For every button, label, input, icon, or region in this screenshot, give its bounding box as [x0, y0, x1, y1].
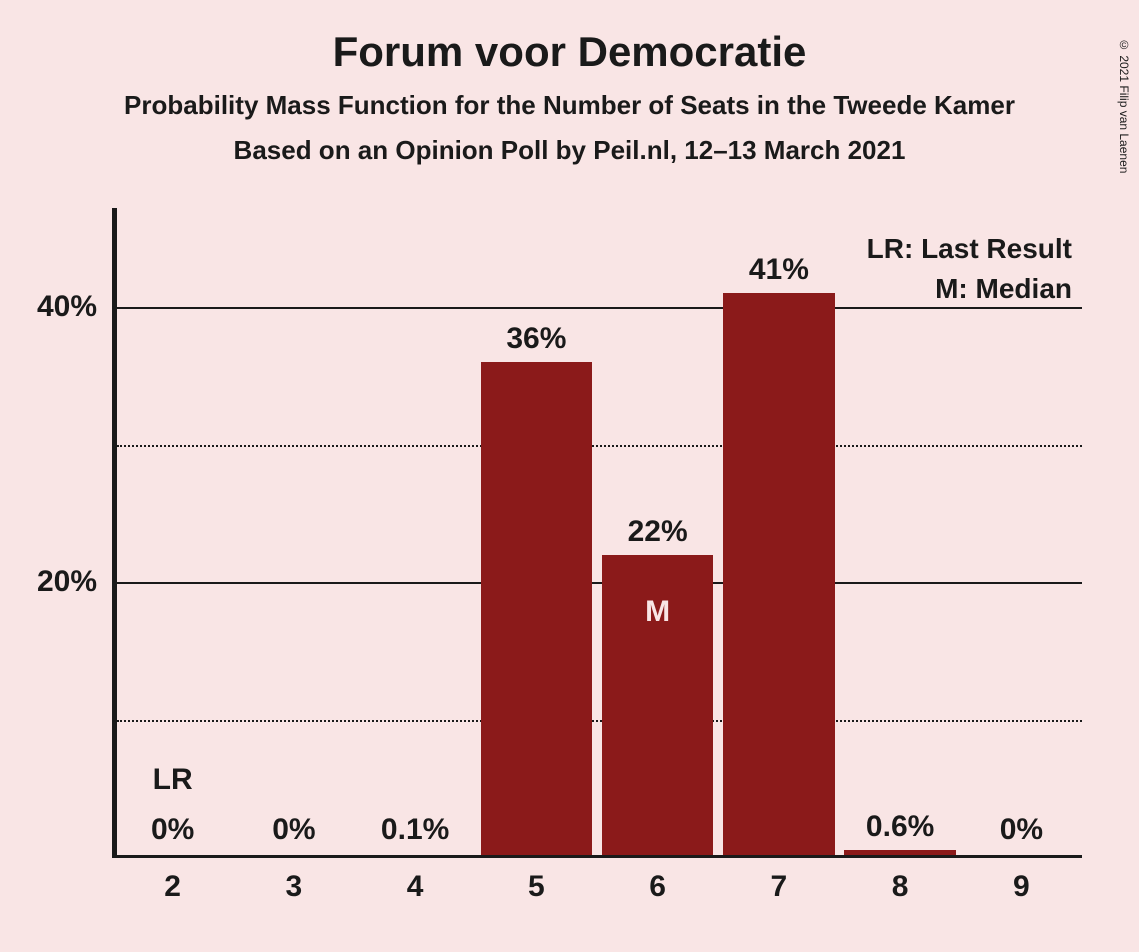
legend: LR: Last Result M: Median	[867, 233, 1072, 305]
bar-value-label: 0.1%	[381, 813, 449, 847]
bar	[481, 362, 593, 858]
legend-lr: LR: Last Result	[867, 233, 1072, 265]
legend-median: M: Median	[867, 273, 1072, 305]
x-tick-label: 6	[649, 870, 666, 904]
last-result-marker: LR	[153, 763, 193, 797]
bar-value-label: 36%	[506, 322, 566, 356]
x-tick-label: 5	[528, 870, 545, 904]
x-tick-label: 2	[164, 870, 181, 904]
x-tick-label: 9	[1013, 870, 1030, 904]
chart-subtitle-1: Probability Mass Function for the Number…	[0, 90, 1139, 121]
x-tick-label: 8	[892, 870, 909, 904]
y-axis	[112, 208, 117, 858]
bar-value-label: 22%	[628, 515, 688, 549]
bar-value-label: 0%	[151, 813, 194, 847]
x-tick-label: 7	[771, 870, 788, 904]
bar-chart: 20%40%20%LR30%40.1%536%622%M741%80.6%90%…	[112, 238, 1082, 858]
x-tick-label: 3	[286, 870, 303, 904]
gridline-major	[117, 307, 1082, 309]
gridline-minor	[117, 720, 1082, 722]
y-tick-label: 20%	[37, 565, 97, 599]
gridline-major	[117, 582, 1082, 584]
x-tick-label: 4	[407, 870, 424, 904]
copyright-text: © 2021 Filip van Laenen	[1117, 38, 1131, 173]
chart-subtitle-2: Based on an Opinion Poll by Peil.nl, 12–…	[0, 135, 1139, 166]
bar-value-label: 41%	[749, 253, 809, 287]
y-tick-label: 40%	[37, 290, 97, 324]
bar-value-label: 0%	[1000, 813, 1043, 847]
gridline-minor	[117, 445, 1082, 447]
bar-value-label: 0.6%	[866, 810, 934, 844]
median-marker: M	[645, 595, 670, 629]
bar	[723, 293, 835, 858]
bar-value-label: 0%	[272, 813, 315, 847]
x-axis	[112, 855, 1082, 858]
chart-title: Forum voor Democratie	[0, 28, 1139, 76]
